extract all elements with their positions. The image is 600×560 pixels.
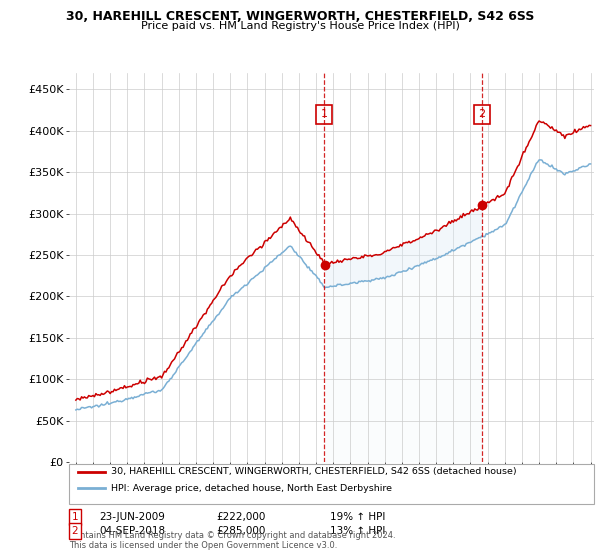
Text: 19% ↑ HPI: 19% ↑ HPI bbox=[330, 512, 385, 522]
Text: 04-SEP-2018: 04-SEP-2018 bbox=[99, 526, 165, 536]
Text: 23-JUN-2009: 23-JUN-2009 bbox=[99, 512, 165, 522]
Text: 1: 1 bbox=[71, 512, 79, 522]
Text: 1: 1 bbox=[320, 109, 328, 119]
Text: £222,000: £222,000 bbox=[216, 512, 265, 522]
Text: 30, HAREHILL CRESCENT, WINGERWORTH, CHESTERFIELD, S42 6SS: 30, HAREHILL CRESCENT, WINGERWORTH, CHES… bbox=[66, 10, 534, 22]
Text: £285,000: £285,000 bbox=[216, 526, 265, 536]
Text: Price paid vs. HM Land Registry's House Price Index (HPI): Price paid vs. HM Land Registry's House … bbox=[140, 21, 460, 31]
Text: Contains HM Land Registry data © Crown copyright and database right 2024.
This d: Contains HM Land Registry data © Crown c… bbox=[69, 530, 395, 550]
Text: 2: 2 bbox=[478, 109, 485, 119]
Text: 30, HAREHILL CRESCENT, WINGERWORTH, CHESTERFIELD, S42 6SS (detached house): 30, HAREHILL CRESCENT, WINGERWORTH, CHES… bbox=[111, 467, 517, 476]
Text: 2: 2 bbox=[71, 526, 79, 536]
Text: HPI: Average price, detached house, North East Derbyshire: HPI: Average price, detached house, Nort… bbox=[111, 484, 392, 493]
Text: 13% ↑ HPI: 13% ↑ HPI bbox=[330, 526, 385, 536]
